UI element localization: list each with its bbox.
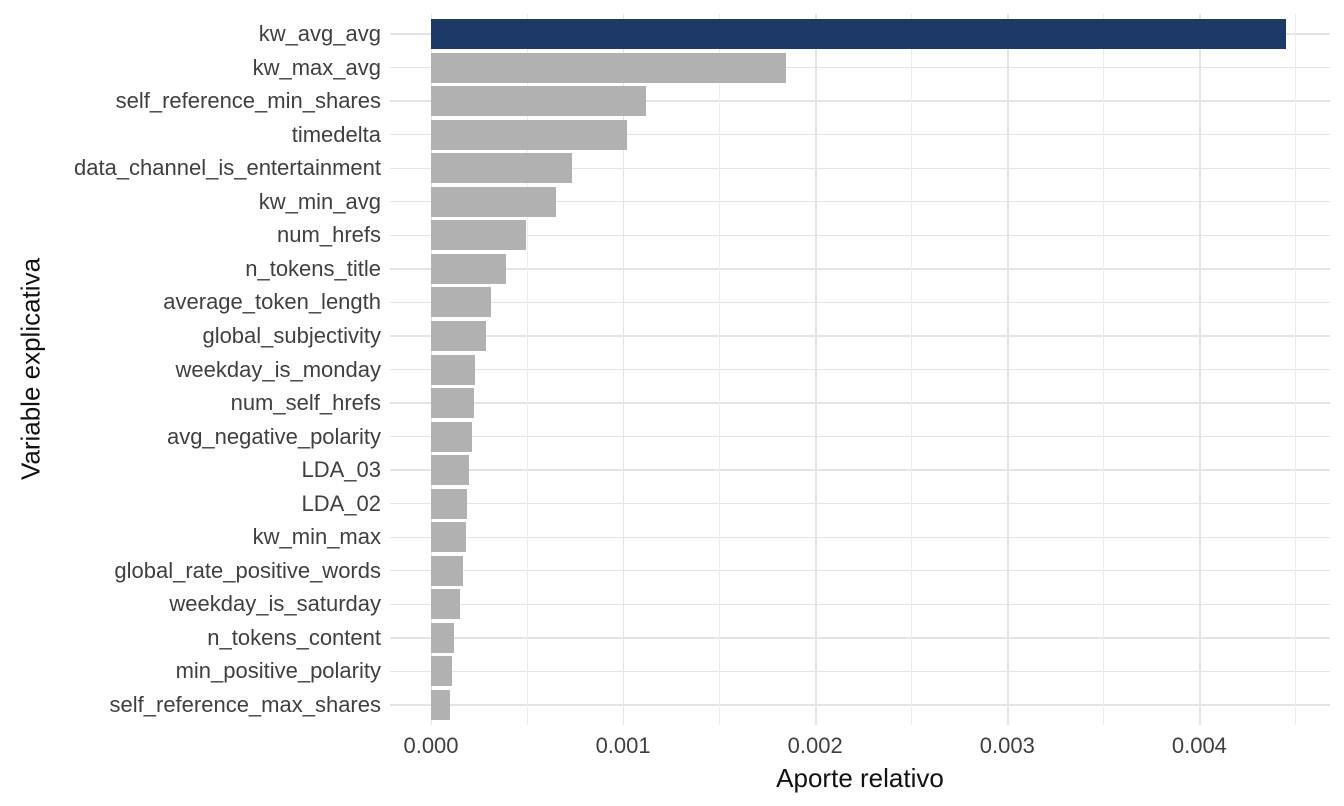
horizontal-gridline [390, 100, 1330, 102]
bar-num_self_hrefs [431, 388, 475, 419]
horizontal-gridline [390, 201, 1330, 203]
horizontal-gridline [390, 402, 1330, 404]
bar-timedelta [431, 119, 627, 150]
horizontal-gridline [390, 536, 1330, 538]
horizontal-gridline [390, 637, 1330, 639]
category-label: n_tokens_title [245, 255, 381, 281]
category-label: min_positive_polarity [175, 658, 381, 684]
vertical-minor-gridline [1103, 14, 1105, 725]
category-label: global_rate_positive_words [114, 557, 381, 583]
category-label: avg_negative_polarity [166, 423, 381, 449]
category-label: self_reference_max_shares [109, 692, 381, 717]
category-label: kw_avg_avg [258, 21, 381, 46]
horizontal-gridline [390, 469, 1330, 471]
bar-min_positive_polarity [431, 656, 452, 687]
category-label: LDA_03 [301, 457, 381, 483]
category-label: average_token_length [163, 289, 381, 315]
category-label: self_reference_min_shares [115, 88, 381, 114]
vertical-major-gridline [1199, 14, 1201, 725]
horizontal-gridline [390, 435, 1330, 438]
horizontal-gridline [390, 301, 1330, 304]
horizontal-gridline [390, 670, 1330, 673]
vertical-minor-gridline [719, 14, 721, 725]
category-label: weekday_is_saturday [169, 591, 381, 617]
bar-LDA_02 [431, 488, 467, 519]
category-label: global_subjectivity [202, 322, 381, 348]
horizontal-gridline [390, 704, 1330, 706]
category-label: kw_min_avg [258, 188, 381, 214]
vertical-major-gridline [623, 14, 625, 725]
category-label: LDA_02 [301, 490, 381, 516]
bar-global_rate_positive_words [431, 555, 463, 586]
x-tick-label: 0.002 [787, 733, 843, 758]
bar-LDA_03 [431, 455, 470, 486]
vertical-minor-gridline [527, 14, 528, 725]
bar-data_channel_is_entertainment [431, 153, 573, 184]
horizontal-gridline [390, 66, 1330, 69]
category-label: timedelta [291, 121, 381, 147]
bar-weekday_is_monday [431, 354, 476, 385]
bar-avg_negative_polarity [431, 421, 473, 452]
category-label: num_hrefs [277, 222, 381, 248]
category-label: kw_min_max [252, 524, 381, 550]
horizontal-gridline [390, 234, 1330, 236]
bar-kw_avg_avg [431, 19, 1286, 49]
category-label: n_tokens_content [207, 624, 381, 650]
vertical-minor-gridline [911, 14, 913, 725]
horizontal-gridline [390, 167, 1330, 169]
bar-self_reference_min_shares [431, 86, 647, 117]
bar-global_subjectivity [431, 320, 486, 351]
category-label: weekday_is_monday [175, 356, 381, 382]
bar-kw_max_avg [431, 52, 787, 83]
bar-kw_min_avg [431, 186, 556, 217]
vertical-major-gridline [815, 14, 817, 725]
x-tick-label: 0.004 [1171, 733, 1227, 758]
x-tick-label: 0.000 [403, 733, 459, 758]
horizontal-gridline [390, 603, 1330, 606]
y-axis-title: Variable explicativa [15, 257, 46, 481]
bar-average_token_length [431, 287, 491, 318]
horizontal-gridline [390, 503, 1330, 505]
category-label: kw_max_avg [252, 54, 381, 80]
bar-num_hrefs [431, 220, 527, 251]
category-label: data_channel_is_entertainment [73, 155, 381, 181]
x-axis-title: Aporte relativo [776, 763, 944, 793]
horizontal-gridline [390, 335, 1330, 337]
x-tick-label: 0.001 [595, 733, 651, 758]
horizontal-gridline [390, 133, 1330, 136]
bar-self_reference_max_shares [431, 690, 451, 720]
category-label: num_self_hrefs [230, 390, 381, 416]
vertical-minor-gridline [1295, 14, 1297, 725]
bar-kw_min_max [431, 522, 466, 553]
horizontal-gridline [390, 570, 1330, 572]
horizontal-gridline [390, 368, 1330, 371]
bar-n_tokens_content [431, 622, 455, 653]
vertical-major-gridline [1007, 14, 1009, 725]
horizontal-gridline [390, 268, 1330, 270]
x-tick-label: 0.003 [979, 733, 1035, 758]
bar-weekday_is_saturday [431, 589, 460, 620]
bar-n_tokens_title [431, 253, 506, 284]
